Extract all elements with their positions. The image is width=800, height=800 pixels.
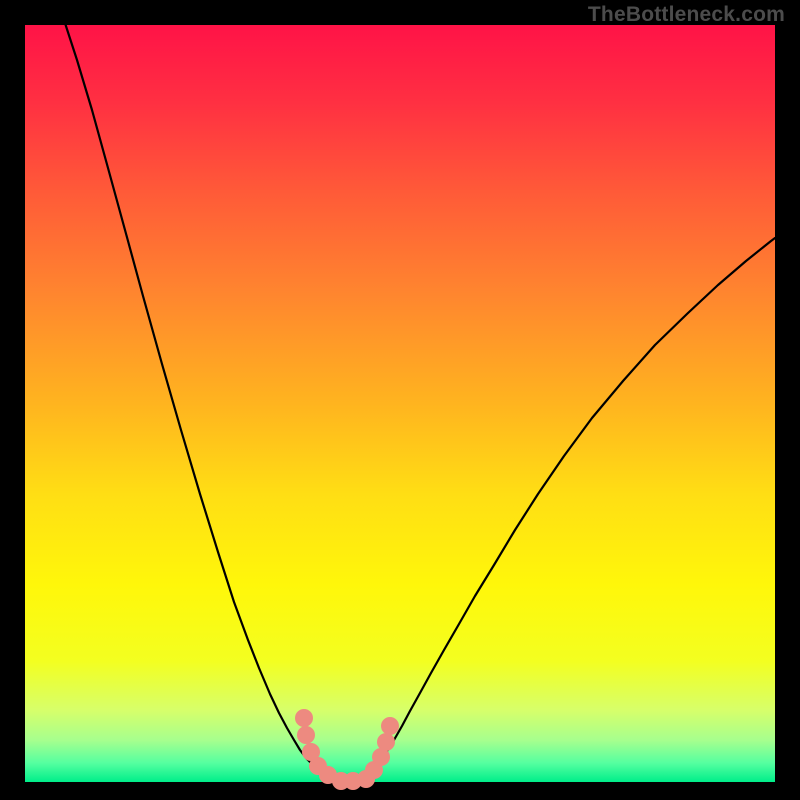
chart-stage: TheBottleneck.com bbox=[0, 0, 800, 800]
watermark-text: TheBottleneck.com bbox=[588, 3, 785, 27]
plot-gradient-background bbox=[25, 25, 775, 782]
